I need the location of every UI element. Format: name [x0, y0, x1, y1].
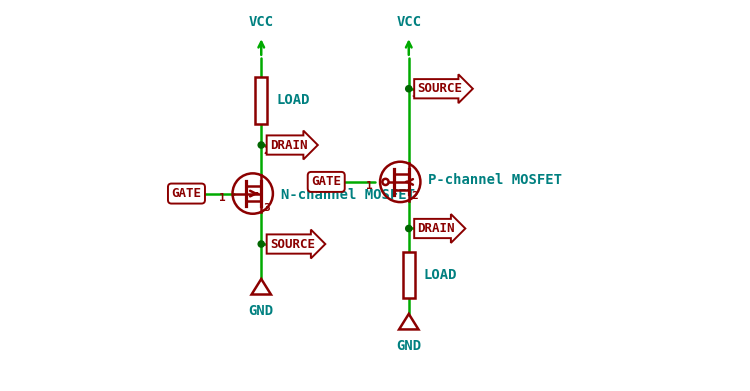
Text: N-channel MOSFET: N-channel MOSFET [280, 188, 415, 203]
Text: GATE: GATE [311, 176, 341, 188]
Text: LOAD: LOAD [424, 268, 457, 282]
Text: DRAIN: DRAIN [417, 222, 454, 235]
Text: LOAD: LOAD [276, 93, 310, 108]
Circle shape [258, 142, 264, 148]
Text: SOURCE: SOURCE [417, 82, 462, 95]
Text: 3: 3 [263, 203, 270, 213]
Text: VCC: VCC [396, 15, 422, 29]
Text: 2: 2 [411, 191, 418, 201]
Text: GND: GND [249, 304, 274, 318]
Circle shape [258, 241, 264, 247]
Circle shape [406, 225, 412, 231]
Circle shape [406, 86, 412, 92]
Bar [403, 252, 415, 298]
Text: VCC: VCC [249, 15, 274, 29]
Text: 3: 3 [411, 89, 418, 99]
Text: P-channel MOSFET: P-channel MOSFET [428, 173, 562, 187]
Text: DRAIN: DRAIN [270, 138, 308, 152]
Text: 1: 1 [219, 192, 226, 203]
Text: GATE: GATE [172, 187, 202, 200]
Text: GND: GND [396, 339, 422, 353]
Text: 1: 1 [366, 181, 373, 191]
Text: 2: 2 [263, 145, 270, 156]
Bar [256, 77, 267, 124]
Text: SOURCE: SOURCE [270, 237, 315, 251]
